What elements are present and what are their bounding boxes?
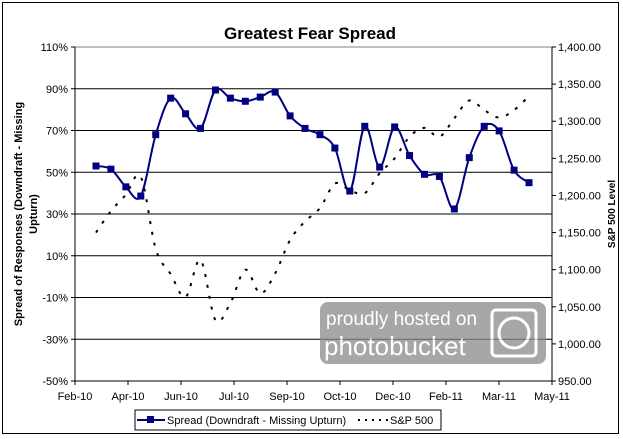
y-axis-label: Spread of Responses (Downdraft - Missing… [13, 102, 40, 326]
y-axis-label-line2: Upturn) [28, 194, 40, 234]
spread-point [152, 131, 160, 139]
spread-point [391, 123, 399, 131]
spread-point [226, 94, 234, 102]
x-tick-label: Feb-11 [429, 391, 463, 403]
spread-point [376, 163, 384, 171]
camera-icon [490, 308, 538, 358]
photobucket-watermark: proudly hosted on photobucket [320, 302, 546, 364]
spread-point [107, 165, 115, 173]
y-tick-label: 90% [46, 84, 68, 96]
spread-point [241, 97, 249, 105]
y-tick-label: -50% [42, 376, 68, 388]
legend-sp500-label: S&P 500 [390, 415, 433, 427]
y2-tick-label: 1,150.00 [558, 228, 601, 240]
spread-point [197, 124, 205, 132]
x-tick-label: Feb-10 [58, 391, 93, 403]
spread-point [137, 192, 145, 200]
y2-tick-label: 950.00 [558, 376, 592, 388]
y2-tick-label: 1,300.00 [558, 116, 601, 128]
spread-point [480, 122, 488, 130]
y-tick-label: 50% [46, 167, 68, 179]
spread-point [450, 205, 458, 213]
watermark-line2: photobucket [324, 331, 466, 361]
x-tick-label: Dec-10 [375, 391, 410, 403]
spread-point [525, 179, 533, 187]
y-tick-label: 70% [46, 126, 68, 138]
x-tick-label: May-11 [534, 391, 570, 403]
spread-point [301, 124, 309, 132]
y2-tick-label: 1,000.00 [558, 339, 601, 351]
x-tick-label: Sep-10 [269, 391, 304, 403]
spread-point [167, 94, 175, 102]
y2-tick-label: 1,200.00 [558, 190, 601, 202]
camera-lens-icon [497, 316, 531, 350]
legend-spread-label: Spread (Downdraft - Missing Upturn) [167, 415, 346, 427]
x-tick-label: Mar-11 [482, 391, 516, 403]
spread-point [346, 187, 354, 195]
spread-point [420, 170, 428, 178]
spread-point [406, 152, 414, 160]
x-tick-label: Jun-10 [164, 391, 198, 403]
y-tick-label: 10% [46, 251, 68, 263]
y2-tick-label: 1,050.00 [558, 302, 601, 314]
legend: Spread (Downdraft - Missing Upturn) S&P … [134, 409, 442, 431]
y-tick-label: -10% [42, 293, 68, 305]
spread-point [122, 183, 130, 191]
y2-tick-label: 1,400.00 [558, 42, 601, 54]
spread-point [211, 86, 219, 94]
spread-point [495, 127, 503, 135]
y-axis-label-line1: Spread of Responses (Downdraft - Missing [13, 102, 25, 326]
spread-point [331, 144, 339, 152]
x-tick-label: Jul-10 [219, 391, 249, 403]
spread-point [316, 131, 324, 139]
spread-point [435, 172, 443, 180]
y-tick-label: 110% [41, 42, 69, 54]
y2-axis-label: S&P 500 Level [607, 180, 618, 248]
y2-tick-label: 1,100.00 [558, 265, 601, 277]
spread-point [271, 88, 279, 96]
spread-point [286, 112, 294, 120]
spread-point [465, 154, 473, 162]
spread-point [92, 162, 100, 170]
spread-point [361, 122, 369, 130]
y2-tick-label: 1,350.00 [558, 79, 601, 91]
legend-spread-marker [147, 416, 154, 423]
series-line-sp500 [95, 95, 530, 323]
y-tick-label: -30% [42, 334, 68, 346]
y-tick-label: 30% [46, 209, 68, 221]
x-tick-label: Apr-10 [111, 391, 144, 403]
spread-point [510, 166, 518, 174]
x-tick-label: Oct-10 [323, 391, 356, 403]
series-line-spread [95, 87, 530, 210]
spread-point [182, 110, 190, 118]
chart-title: Greatest Fear Spread [224, 24, 396, 43]
y2-tick-label: 1,250.00 [558, 153, 601, 165]
watermark-line1: proudly hosted on [326, 309, 477, 330]
spread-point [256, 93, 264, 101]
